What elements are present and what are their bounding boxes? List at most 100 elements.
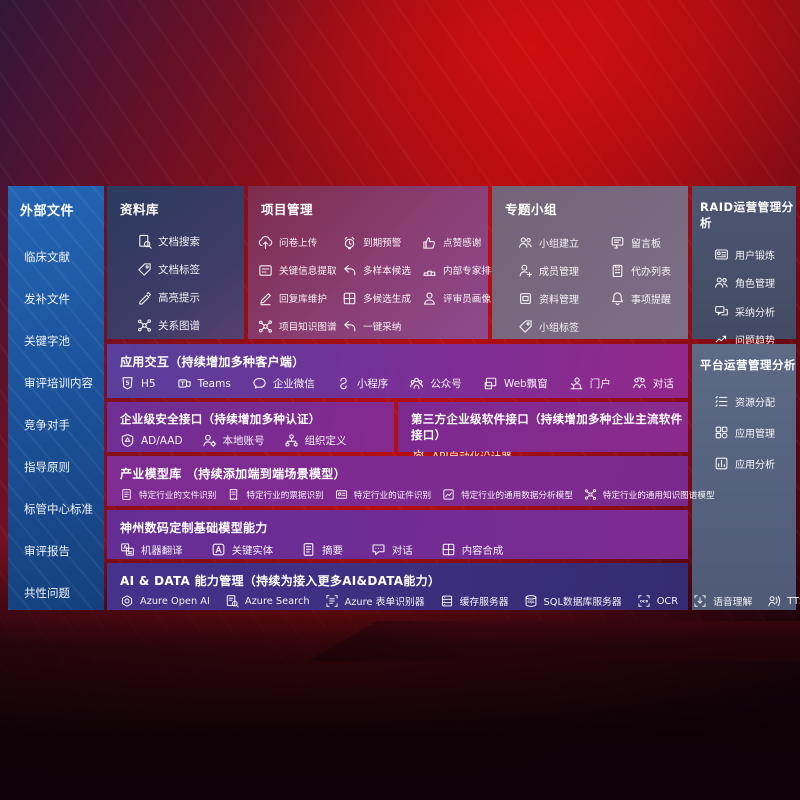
people-icon [518,235,533,250]
chat-qa-icon [714,304,729,319]
puzzle-icon [342,291,357,306]
feature-item: 临床文献 [8,236,104,278]
feature-item: 特定行业的文件识别 [120,488,216,501]
tag-icon [137,262,152,277]
list-alloc-icon [714,394,729,409]
id-card-icon [714,247,729,262]
feature-item: 特定行业的证件识别 [335,488,431,501]
feature-label: 关键实体 [231,545,274,557]
person-add-icon [518,263,533,278]
feature-label: 回复库维护 [279,294,327,305]
reply-multi-icon [342,319,357,334]
feature-label: 问卷上传 [279,238,318,249]
feature-label: Web飘窗 [503,378,548,390]
feature-item: 事项提醒 [610,284,688,312]
feature-label: 角色管理 [735,279,775,291]
platform-analysis-panel: 平台运营管理分析 资源分配 应用管理 应用分析 [692,344,796,610]
feature-item: 问卷上传 [258,228,342,256]
wechat-work-icon [252,376,267,391]
feature-label: Azure 表单识别器 [344,597,425,608]
app-interaction-band: 应用交互（持续增加多种客户端） 5 H5 T Teams 企业微信 小程序 公众号 Web飘窗… [107,344,688,398]
project-management-panel: 项目管理 问卷上传 到期预警 点赞感谢 关键信息提取 多样本候选 内部专家排名 回复库维护 多… [248,186,501,340]
feature-label: 机器翻译 [141,545,183,557]
cache-server-icon [440,594,454,608]
feature-label: 小组标签 [539,322,579,334]
aidata-items: Azure Open AI Azure Search Azure 表单识别器 缓存服务… [107,589,800,608]
feature-label: 指导原则 [24,460,70,474]
thumb-up-icon [422,235,437,250]
band-title: 第三方企业级软件接口（持续增加多种企业主流软件接口） [411,412,683,442]
feature-label: 标管中心标准 [24,502,93,516]
dialog-icon [632,376,647,391]
search-doc-icon [225,594,239,608]
feature-item: 成员管理 [518,256,610,284]
feature-label: Azure Open AI [140,595,210,607]
feature-item: Azure Search [225,594,310,608]
feature-item: Azure Open AI [120,594,210,608]
feature-label: 代办列表 [631,266,671,278]
feature-label: 组织定义 [304,435,347,447]
cert-icon [335,488,348,501]
feature-item: 组织定义 [284,433,347,448]
library-panel: 资料库 文档搜索文档标签高亮提示关系图谱文档分类 [107,186,244,360]
clipboard-icon [610,263,625,278]
feature-label: 到期预警 [363,238,402,249]
feature-item: 内容合成 [441,542,503,557]
feature-label: 特定行业的文件识别 [139,490,217,501]
feature-item: 小程序 [336,376,388,391]
feature-item: 特定行业的票据识别 [227,488,324,501]
feature-item: 文档搜索 [137,227,244,255]
raid-items: 用户锻炼 角色管理 采纳分析 问题趋势 [692,231,796,354]
feature-item: 评审员画像 [422,284,501,312]
feature-label: 评审员画像 [443,294,491,305]
feature-label: 对话 [391,545,413,557]
feature-label: 关系图谱 [158,319,200,332]
feature-item: 对话 [632,376,674,391]
shield-icon [120,433,135,448]
feature-item: 到期预警 [342,228,422,256]
feature-item: 用户锻炼 [714,240,796,269]
h5-icon: 5 [120,376,135,391]
doc-lines-icon [301,542,316,557]
feature-item: T Teams [177,376,231,391]
feature-item: 点赞感谢 [422,228,501,256]
feature-item: 指导原则 [8,446,104,488]
svg-text:SQL: SQL [527,600,535,604]
feature-label: 多样本候选 [363,266,411,277]
svg-text:5: 5 [125,381,129,387]
panel-title: 项目管理 [261,202,314,217]
thirdparty-interface-band: 第三方企业级软件接口（持续增加多种企业主流软件接口） API自动化设计器 [398,402,688,464]
sql-db-icon: SQL [524,594,538,608]
svg-text:A: A [123,545,127,551]
feature-label: 一键采纳 [363,322,402,333]
feature-item: 关键实体 [211,542,274,557]
feature-item: 企业微信 [252,376,315,391]
project-items: 问卷上传 到期预警 点赞感谢 关键信息提取 多样本候选 内部专家排名 回复库维护 多候选生成 评… [248,218,501,340]
feature-label: 特定行业的通用数据分析模型 [461,490,573,501]
bbs-icon [610,235,625,250]
feature-label: 高亮提示 [158,291,200,304]
svg-text:T: T [180,382,184,388]
feature-label: 审评培训内容 [24,376,93,390]
feature-item: 采纳分析 [714,297,796,326]
feature-item: 一键采纳 [342,312,422,340]
key-extract-icon [258,263,273,278]
org-icon [284,433,299,448]
feature-label: 资料管理 [539,294,579,306]
feature-label: SQL数据库服务器 [543,597,622,608]
feature-item: 竞争对手 [8,404,104,446]
feature-label: 事项提醒 [631,294,671,306]
feature-label: 应用分析 [735,460,775,471]
topic-items: 小组建立 留言板 成员管理 代办列表 资料管理 事项提醒 小组标签 [492,218,688,340]
basemodel-items: A 机器翻译 关键实体 摘要 对话 内容合成 [107,536,688,557]
relation-graph-icon [584,488,597,501]
feature-label: 企业微信 [272,378,315,390]
feature-item: TTS [767,594,800,608]
bell-icon [610,291,625,306]
feature-item: 留言板 [610,228,688,256]
receipt-icon [227,488,240,501]
feature-item: 文档标签 [137,255,244,283]
apps-icon [714,425,729,440]
feature-label: 文档标签 [158,263,200,276]
